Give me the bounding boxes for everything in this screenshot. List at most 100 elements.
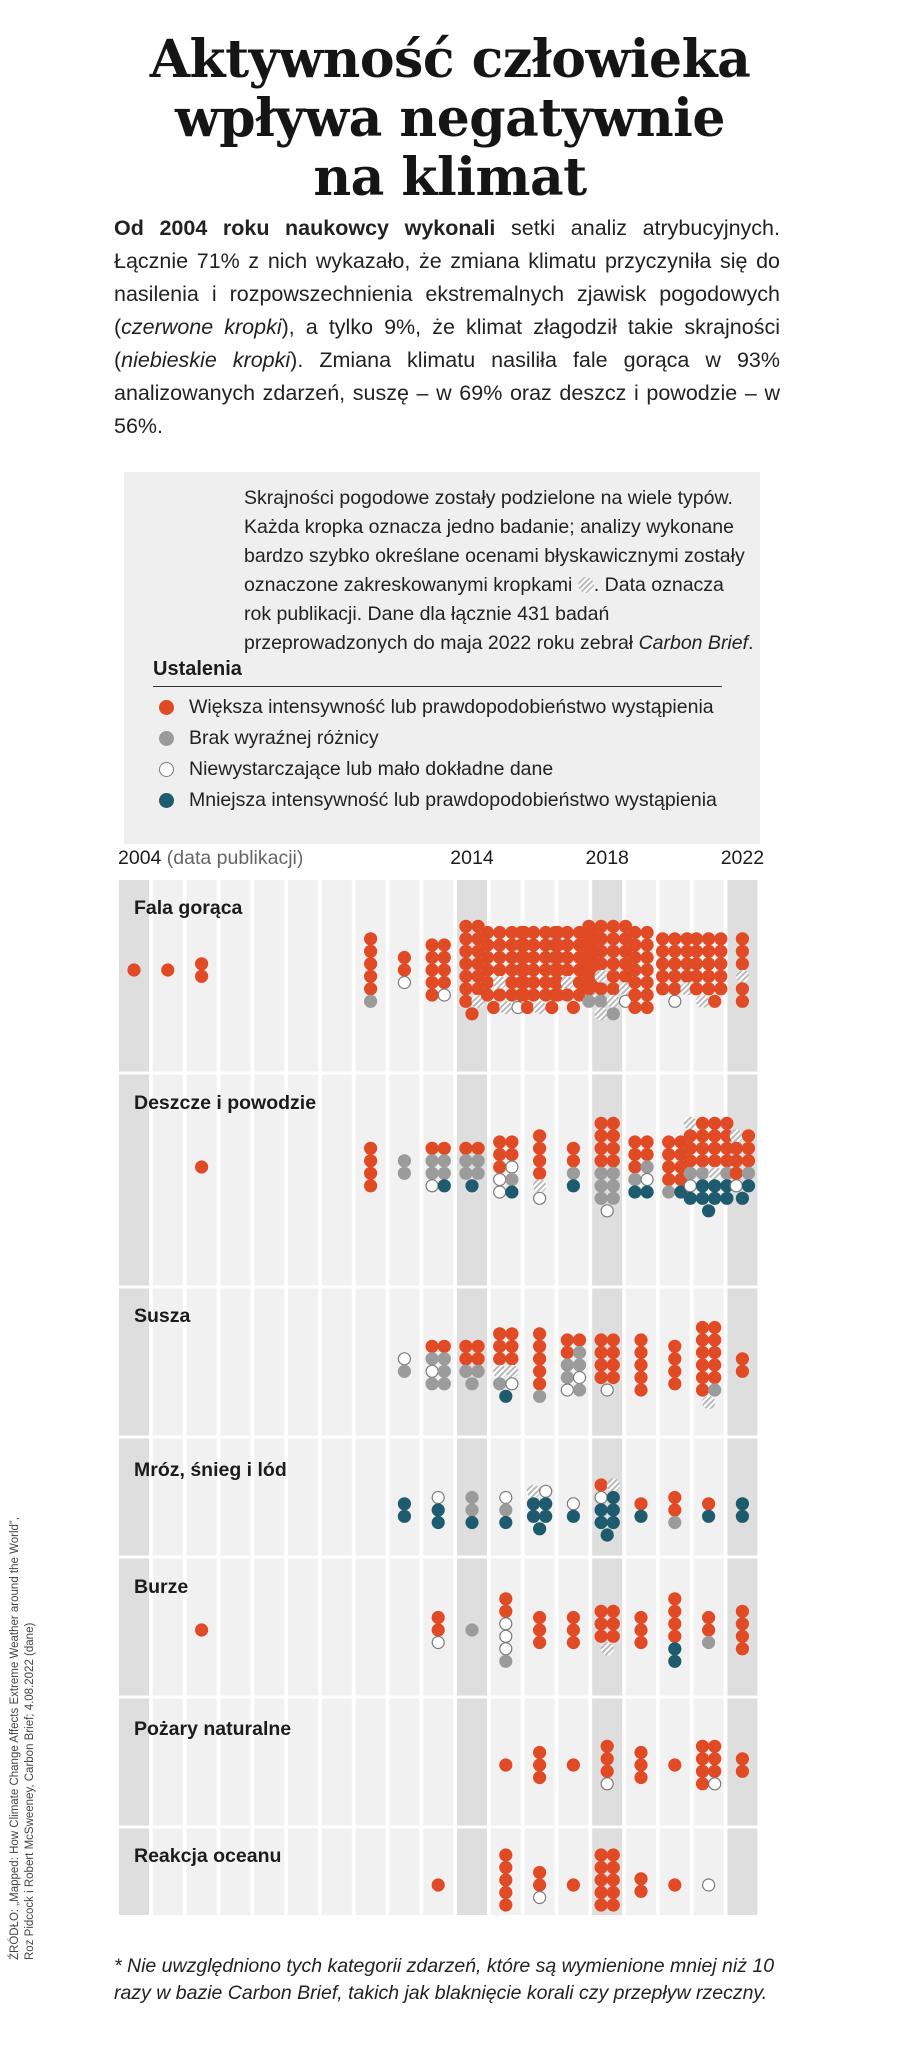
dot-more — [499, 1860, 513, 1875]
dot-more — [729, 1154, 743, 1168]
dot-more — [606, 957, 620, 971]
dot-more-rapid — [505, 1364, 519, 1378]
dot-no-difference — [668, 1515, 682, 1530]
dot-less — [594, 1515, 608, 1530]
dot-no-difference — [683, 1166, 697, 1180]
dot-more — [499, 1898, 513, 1912]
dot-more — [741, 1141, 756, 1155]
dot-more — [606, 1873, 620, 1887]
dot-more — [618, 932, 633, 946]
dot-less — [397, 1497, 411, 1511]
dot-more — [606, 969, 620, 983]
hollow-dot-icon — [159, 762, 174, 777]
dot-insufficient — [499, 1490, 513, 1505]
dot-more — [533, 1327, 547, 1341]
dot-more — [505, 1327, 519, 1341]
dot-more — [735, 1352, 750, 1366]
dot-less — [437, 1179, 451, 1193]
dot-more — [582, 919, 596, 933]
dot-more — [695, 1333, 710, 1347]
dot-no-difference — [465, 1623, 479, 1637]
dot-more — [533, 1377, 547, 1391]
dot-more — [514, 988, 528, 1002]
dot-insufficient — [701, 1878, 716, 1892]
dot-more — [425, 988, 439, 1002]
dot-more — [683, 1141, 697, 1155]
dot-no-difference — [702, 1635, 716, 1650]
dot-more — [735, 1617, 750, 1631]
dot-more — [708, 1141, 722, 1155]
x-tick-label-2018: 2018 — [586, 847, 629, 869]
dot-more — [499, 1592, 513, 1606]
dot-more — [505, 963, 519, 977]
dot-more — [708, 1154, 722, 1168]
dot-more — [594, 1898, 608, 1912]
dot-less — [526, 1509, 541, 1523]
row-label: Mróz, śnieg i lód — [134, 1459, 287, 1481]
dot-more — [526, 950, 541, 965]
dot-more — [695, 1383, 710, 1397]
dot-insufficient — [425, 1179, 439, 1193]
dot-more — [539, 988, 553, 1002]
dot-more — [560, 963, 574, 977]
dot-more — [735, 982, 750, 996]
year-column-2004 — [119, 880, 149, 1915]
dot-more — [668, 1377, 682, 1391]
year-column-2011 — [355, 880, 386, 1915]
intro-text: ), a tylko 9%, że klimat złagodził takie… — [114, 315, 780, 372]
dot-more — [674, 1135, 688, 1149]
dot-more — [708, 994, 722, 1008]
dot-more — [735, 1364, 750, 1378]
dot-more — [505, 1339, 519, 1353]
legend-item-more: Większa intensywność lub prawdopodobieńs… — [159, 696, 714, 719]
dot-more — [526, 975, 541, 990]
dot-more — [640, 988, 654, 1002]
dot-no-difference — [572, 1383, 587, 1397]
dot-more — [594, 1873, 608, 1887]
dot-more — [582, 982, 596, 996]
dot-less — [594, 1503, 608, 1517]
dot-more — [480, 950, 495, 965]
dot-no-difference — [425, 1377, 439, 1391]
dot-more — [195, 1160, 209, 1174]
dot-more — [702, 982, 716, 996]
dot-less — [539, 1509, 553, 1523]
dot-more — [656, 944, 670, 958]
dot-more — [493, 1135, 507, 1149]
dot-more-rapid — [708, 1166, 722, 1180]
dot-more — [364, 932, 378, 946]
dot-more — [437, 950, 451, 965]
dot-more — [566, 1000, 581, 1015]
dot-more — [526, 938, 541, 952]
dot-less — [566, 1179, 581, 1193]
dot-more — [533, 1166, 547, 1180]
dot-more — [195, 1623, 209, 1637]
dot-more — [493, 1339, 507, 1353]
dot-more — [560, 950, 574, 965]
dot-more — [729, 1166, 743, 1180]
dot-more — [437, 963, 451, 977]
year-column-2022 — [727, 880, 758, 1915]
dot-more — [594, 1333, 608, 1347]
dot-more — [689, 932, 704, 946]
legend-header: Ustalenia — [153, 658, 722, 687]
dot-no-difference — [437, 1154, 451, 1168]
source-line: ŹRÓDŁO: „Mapped: How Climate Change Affe… — [9, 1517, 21, 1960]
dot-insufficient — [640, 1172, 654, 1187]
dot-more — [606, 919, 620, 933]
dot-more — [674, 1147, 688, 1162]
dot-more — [493, 938, 507, 952]
dot-more — [560, 1345, 574, 1360]
dot-more — [431, 1878, 445, 1892]
dot-less — [600, 1528, 614, 1542]
dot-more — [594, 932, 608, 946]
dot-more-rapid — [493, 1364, 507, 1378]
row-label: Reakcja oceanu — [134, 1845, 281, 1867]
dot-more — [397, 950, 411, 965]
dot-more — [594, 1358, 608, 1372]
dot-insufficient — [729, 1179, 743, 1193]
legend-item-label: Mniejsza intensywność lub prawdopodobień… — [189, 789, 717, 811]
dot-more — [514, 963, 528, 977]
year-column-2017 — [558, 880, 589, 1915]
dot-more — [628, 963, 642, 977]
